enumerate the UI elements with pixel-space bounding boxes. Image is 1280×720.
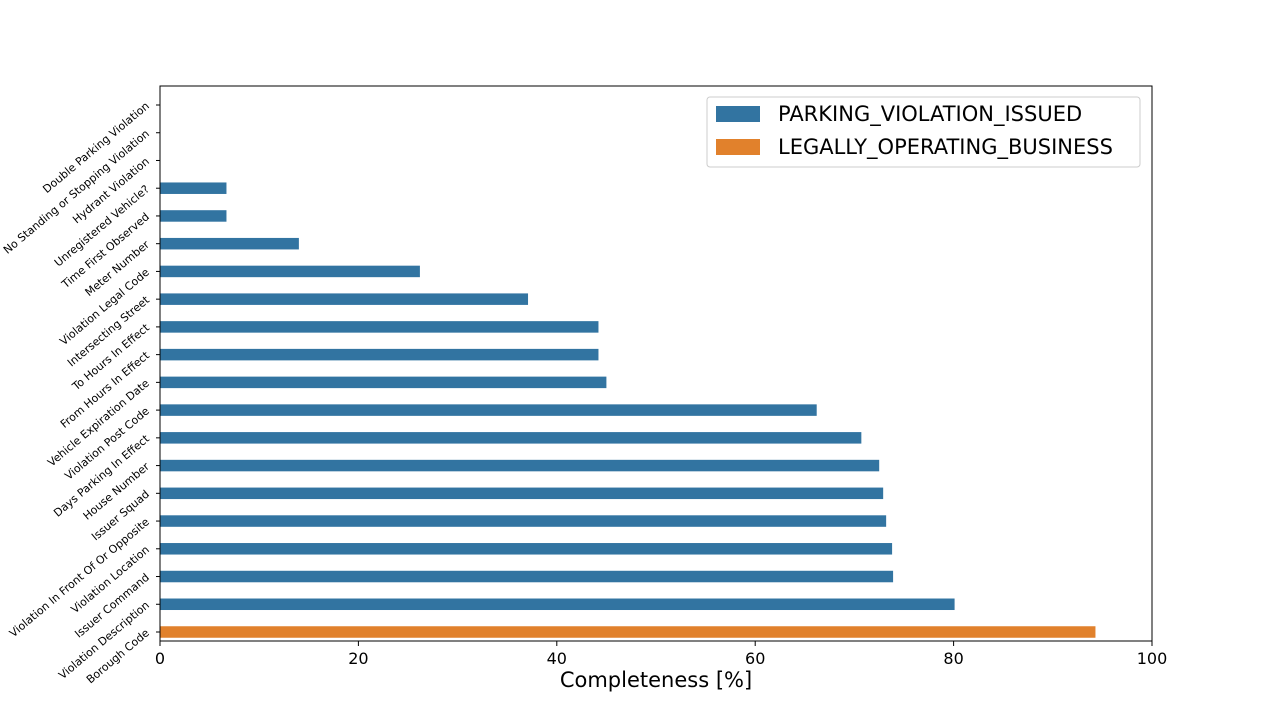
x-tick-label: 20	[348, 649, 368, 668]
x-axis: 0 20 40 60 80 100	[155, 641, 1167, 668]
bar	[160, 432, 862, 444]
x-tick-label: 100	[1137, 649, 1168, 668]
legend-label-parking: PARKING_VIOLATION_ISSUED	[778, 102, 1082, 127]
bar	[160, 487, 884, 500]
x-tick-label: 40	[547, 649, 567, 668]
legend-swatch-business	[716, 139, 760, 155]
plot-frame	[159, 85, 1153, 642]
x-tick-label: 60	[745, 649, 765, 668]
legend-label-business: LEGALLY_OPERATING_BUSINESS	[778, 135, 1113, 160]
bar	[160, 265, 420, 278]
legend: PARKING_VIOLATION_ISSUED LEGALLY_OPERATI…	[706, 96, 1141, 168]
x-axis-title: Completeness [%]	[560, 668, 752, 692]
legend-swatch-parking	[716, 106, 760, 122]
bar	[160, 404, 817, 416]
bars-group	[160, 182, 1096, 638]
bar	[160, 459, 880, 472]
legend-frame	[706, 96, 1141, 168]
bar	[160, 348, 599, 361]
bar	[160, 626, 1096, 638]
bar	[160, 543, 893, 555]
bar	[160, 210, 227, 222]
bar	[160, 515, 887, 527]
bar	[160, 376, 607, 389]
bar	[160, 321, 599, 333]
y-ticks	[156, 104, 160, 633]
bar	[160, 570, 894, 583]
x-tick-label: 80	[943, 649, 963, 668]
bar	[160, 293, 529, 305]
bar	[160, 237, 299, 250]
x-tick-label: 0	[155, 649, 165, 668]
bar	[160, 182, 227, 194]
bar	[160, 598, 955, 611]
